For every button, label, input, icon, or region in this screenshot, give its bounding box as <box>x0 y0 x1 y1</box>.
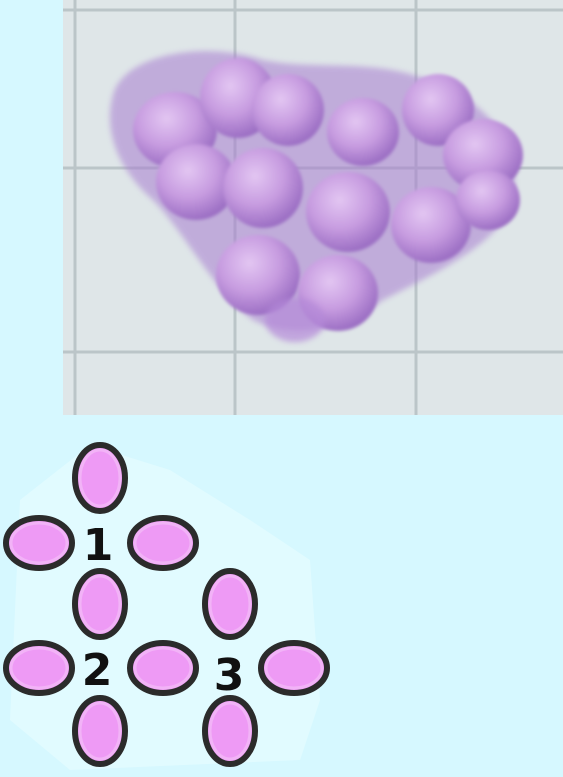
photo-bead-cluster <box>109 51 523 342</box>
bead-right-column-upper <box>202 568 258 640</box>
bead-pattern-diagram: 1 2 3 <box>0 430 563 777</box>
diagram-background-shadow <box>10 445 320 770</box>
diagram-beads <box>3 442 330 767</box>
label-1: 1 <box>83 520 114 571</box>
bead-bottom-left <box>72 695 128 767</box>
bead-far-right <box>258 640 330 696</box>
bead-middle-upper <box>72 568 128 640</box>
bead-right-upper <box>127 515 199 571</box>
bead-left-lower <box>3 640 75 696</box>
label-3: 3 <box>214 650 245 701</box>
bead-highlights <box>9 448 324 761</box>
bead-center-lower <box>127 640 199 696</box>
bead-bottom-right <box>202 695 258 767</box>
bead-cluster-photo <box>63 0 563 415</box>
label-2: 2 <box>82 645 113 696</box>
bead-top <box>72 442 128 514</box>
bead-left-upper <box>3 515 75 571</box>
